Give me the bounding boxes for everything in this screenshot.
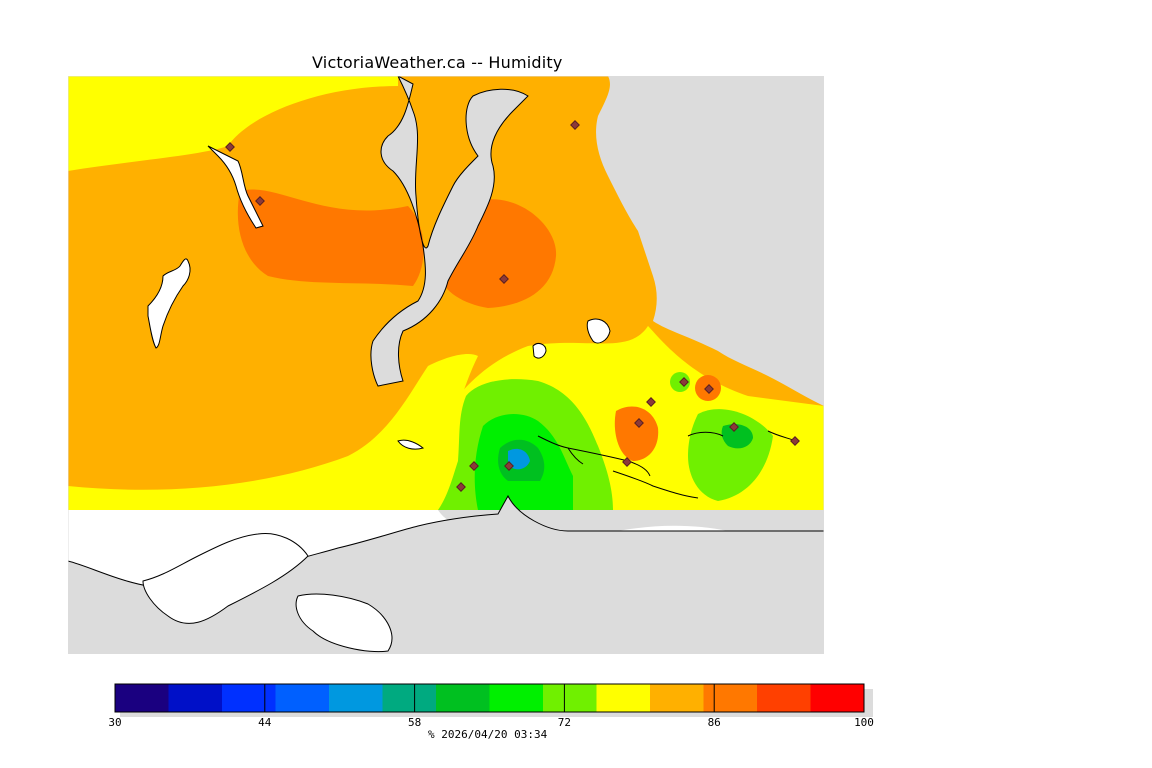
colorbar-tick-label: 30 [108, 716, 121, 729]
colorbar-band [596, 684, 651, 712]
colorbar-tick-label: 72 [558, 716, 571, 729]
colorbar-band [489, 684, 544, 712]
map-title: VictoriaWeather.ca -- Humidity [312, 53, 563, 72]
station-marker [456, 482, 466, 492]
station-marker [646, 397, 656, 407]
station-marker [499, 274, 509, 284]
station-markers [225, 120, 800, 492]
colorbar-band [115, 684, 169, 712]
colorbar-band [650, 684, 704, 712]
colorbar-band [275, 684, 330, 712]
humidity-map [68, 76, 824, 654]
colorbar-tick-label: 86 [708, 716, 721, 729]
station-marker [729, 422, 739, 432]
colorbar-band [382, 684, 437, 712]
colorbar-ticks: 30 44 58 72 86 100 [108, 684, 874, 729]
station-marker [622, 457, 632, 467]
station-marker [634, 418, 644, 428]
station-marker [255, 196, 265, 206]
colorbar-band [810, 684, 865, 712]
colorbar-band [436, 684, 490, 712]
colorbar-band [543, 684, 597, 712]
station-marker [504, 461, 514, 471]
colorbar-tick-label: 44 [258, 716, 272, 729]
colorbar-tick-label: 58 [408, 716, 421, 729]
station-marker [679, 377, 689, 387]
inlets [147, 76, 824, 450]
station-marker [570, 120, 580, 130]
colorbar-band [757, 684, 811, 712]
lower-inlet [295, 593, 393, 653]
colorbar-band [168, 684, 223, 712]
colorbar-band [222, 684, 276, 712]
lower-bay [142, 532, 309, 624]
colorbar-tick-label: 100 [854, 716, 874, 729]
station-marker [790, 436, 800, 446]
station-marker [225, 142, 235, 152]
colorbar-bands [115, 684, 865, 712]
station-marker [469, 461, 479, 471]
colorbar-band [703, 684, 758, 712]
colorbar-band [329, 684, 383, 712]
legend-footer: % 2026/04/20 03:34 [428, 728, 548, 741]
station-marker [704, 384, 714, 394]
